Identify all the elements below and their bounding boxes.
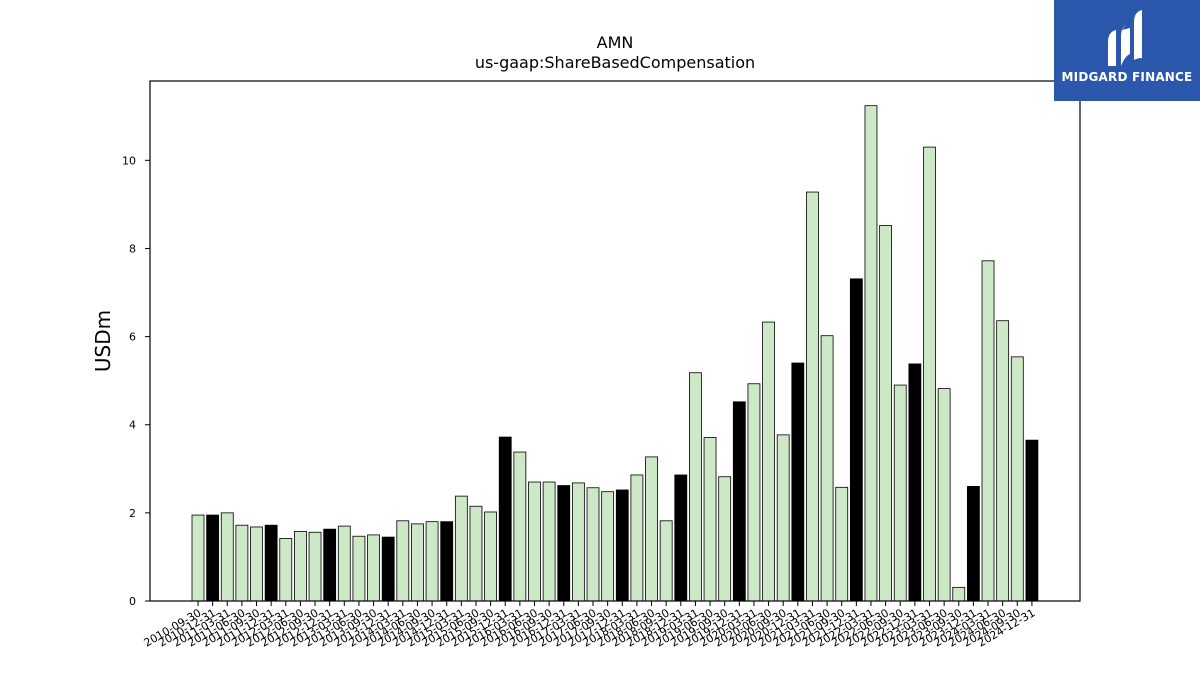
x-axis: 2010-09-302010-12-312011-03-312011-06-30… bbox=[142, 601, 1037, 650]
bar-2021-12-31 bbox=[849, 278, 863, 602]
y-tick-label-2: 2 bbox=[129, 507, 136, 520]
bar-2015-06-30 bbox=[469, 505, 483, 602]
bar-2019-12-31 bbox=[732, 401, 746, 602]
bar-2018-03-31 bbox=[630, 474, 644, 602]
bar-2024-12-31 bbox=[1025, 439, 1039, 602]
y-tick-label-4: 4 bbox=[129, 419, 136, 432]
bar-2010-09-30 bbox=[191, 514, 205, 602]
bar-2023-06-30 bbox=[937, 388, 951, 602]
bar-2011-12-31 bbox=[264, 524, 278, 602]
bar-2018-06-30 bbox=[645, 456, 658, 602]
bar-2014-03-31 bbox=[396, 520, 410, 602]
bar-2024-06-30 bbox=[996, 320, 1010, 602]
y-tick-label-0: 0 bbox=[129, 595, 136, 608]
bar-2021-03-31 bbox=[806, 191, 819, 602]
bar-2013-09-30 bbox=[367, 534, 380, 602]
bar-2013-06-30 bbox=[352, 535, 366, 602]
bar-2024-09-30 bbox=[1010, 356, 1024, 602]
bar-2012-12-31 bbox=[323, 528, 337, 602]
bar-2019-09-30 bbox=[718, 476, 732, 602]
bar-2014-06-30 bbox=[411, 523, 424, 602]
bar-2016-12-31 bbox=[557, 485, 571, 602]
bar-2022-09-30 bbox=[893, 384, 907, 602]
bar-2018-09-30 bbox=[659, 520, 673, 602]
bar-2012-06-30 bbox=[294, 530, 307, 602]
y-axis: 0 2 4 6 8 10 bbox=[122, 154, 150, 608]
bar-2017-03-31 bbox=[571, 482, 585, 602]
bar-2011-06-30 bbox=[235, 524, 249, 602]
bar-2023-09-30 bbox=[952, 586, 966, 602]
bars-group bbox=[191, 105, 1039, 602]
bar-2022-12-31 bbox=[908, 363, 922, 602]
midgard-finance-logo: MIDGARD FINANCE bbox=[1054, 0, 1200, 101]
bar-2016-03-31 bbox=[513, 451, 527, 602]
plot-frame bbox=[149, 80, 1081, 602]
bar-2011-09-30 bbox=[250, 526, 263, 602]
midgard-logo-mark-icon bbox=[1108, 10, 1142, 66]
logo-text: MIDGARD FINANCE bbox=[1061, 70, 1193, 84]
chart-title: AMN bbox=[597, 33, 634, 52]
bar-2024-03-31 bbox=[981, 260, 995, 602]
y-axis-label: USDm bbox=[91, 310, 115, 372]
bar-2017-09-30 bbox=[601, 491, 615, 602]
bar-2020-03-31 bbox=[747, 383, 761, 602]
bar-2020-06-30 bbox=[762, 321, 775, 602]
bar-2016-06-30 bbox=[528, 481, 541, 602]
bar-2015-09-30 bbox=[484, 511, 498, 602]
bar-2014-09-30 bbox=[425, 521, 439, 602]
bar-2017-12-31 bbox=[615, 489, 629, 602]
bar-2014-12-31 bbox=[440, 521, 454, 602]
bar-2021-09-30 bbox=[835, 486, 849, 602]
chart-subtitle: us-gaap:ShareBasedCompensation bbox=[475, 53, 755, 72]
y-tick-label-10: 10 bbox=[122, 154, 136, 167]
bar-2019-03-31 bbox=[689, 372, 702, 602]
bar-2015-12-31 bbox=[498, 436, 512, 602]
bar-2012-09-30 bbox=[308, 531, 322, 602]
bar-2011-03-31 bbox=[220, 512, 234, 602]
bar-2012-03-31 bbox=[279, 538, 293, 602]
bar-2023-03-31 bbox=[923, 146, 936, 602]
bar-2020-12-31 bbox=[791, 362, 805, 602]
bar-2013-12-31 bbox=[381, 536, 395, 602]
bar-2022-03-31 bbox=[864, 105, 878, 602]
bar-2021-06-30 bbox=[820, 335, 834, 602]
bar-2019-06-30 bbox=[703, 437, 717, 602]
bar-2016-09-30 bbox=[542, 481, 556, 602]
bar-2015-03-31 bbox=[454, 495, 468, 602]
bar-2010-12-31 bbox=[206, 514, 220, 602]
bar-2013-03-31 bbox=[337, 525, 351, 602]
bar-2022-06-30 bbox=[879, 225, 893, 602]
bar-2017-06-30 bbox=[586, 487, 600, 602]
y-tick-label-8: 8 bbox=[129, 242, 136, 255]
bar-2023-12-31 bbox=[966, 486, 980, 602]
y-tick-label-6: 6 bbox=[129, 331, 136, 344]
bar-2018-12-31 bbox=[674, 474, 688, 602]
bar-2020-09-30 bbox=[776, 434, 790, 602]
